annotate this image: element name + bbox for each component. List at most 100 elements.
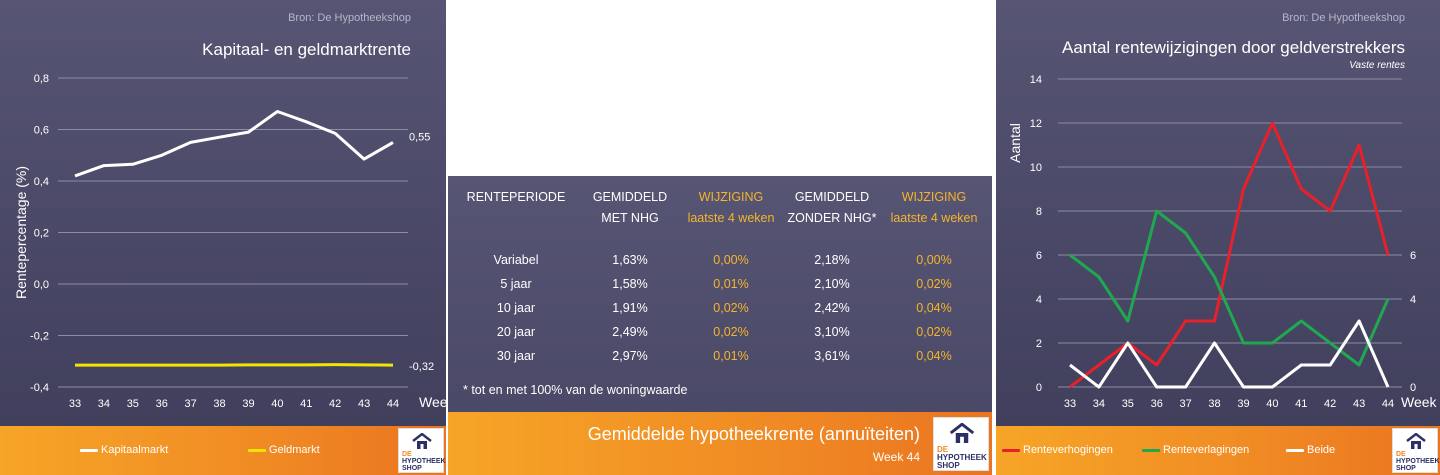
left-chart-ytick-label: 0,8 — [34, 73, 49, 85]
right-chart-xtick-label: 38 — [1208, 398, 1220, 410]
table-cell: 3,10% — [814, 325, 850, 339]
right-chart-xtick-label: 44 — [1382, 398, 1394, 410]
right-chart-ytick-label: 14 — [1030, 74, 1042, 86]
table-footer-week: Week 44 — [872, 450, 920, 464]
right-chart-xtick-label: 41 — [1295, 398, 1307, 410]
right-chart-yaxis-label: Aantal — [1007, 123, 1023, 163]
table-cell: 0,00% — [713, 253, 749, 267]
series-end-label: 6 — [1410, 250, 1416, 262]
left-chart-xtick-label: 39 — [242, 398, 254, 410]
left-chart-ytick-label: 0,0 — [34, 279, 49, 291]
series-line-kapitaalmarkt — [74, 110, 394, 178]
hypotheekshop-logo: DE HYPOTHEEK SHOP — [933, 417, 989, 471]
legend-swatch — [248, 448, 266, 452]
right-chart-ytick-label: 10 — [1030, 162, 1042, 174]
table-cell: 1,91% — [612, 301, 648, 315]
left-chart-xtick-label: 44 — [387, 398, 399, 410]
header-renteperiode: RENTEPERIODE — [466, 190, 566, 204]
table-footer-title: Gemiddelde hypotheekrente (annuïteiten) — [587, 424, 920, 444]
right-chart-ytick-label: 6 — [1036, 250, 1042, 262]
table-cell: 0,02% — [916, 277, 952, 291]
series-line-renteverhogingen — [1069, 121, 1390, 389]
left-chart-xtick-label: 38 — [213, 398, 225, 410]
series-line-renteverlagingen — [1069, 209, 1390, 367]
right-chart-xtick-label: 42 — [1324, 398, 1336, 410]
legend-beide: Beide — [1286, 444, 1335, 456]
legend-swatch — [80, 448, 98, 452]
legend-swatch — [1142, 448, 1160, 452]
rate-table: RENTEPERIODE GEMIDDELD MET NHG WIJZIGING l… — [448, 176, 992, 412]
header-gemiddeld-zonder-nhg: GEMIDDELD ZONDER NHG* — [787, 190, 877, 225]
right-chart-xtick-label: 35 — [1122, 398, 1134, 410]
right-chart-xtick-label: 36 — [1151, 398, 1163, 410]
series-end-label: 4 — [1410, 294, 1416, 306]
right-chart-subtitle: Vaste rentes — [1349, 60, 1405, 71]
rate-table-panel: RENTEPERIODE GEMIDDELD MET NHG WIJZIGING l… — [448, 176, 992, 475]
right-chart-xtick-label: 40 — [1266, 398, 1278, 410]
table-cell: 0,01% — [713, 277, 749, 291]
left-chart-source: Bron: De Hypotheekshop — [288, 12, 411, 24]
legend-renteverlagingen: Renteverlagingen — [1142, 444, 1249, 456]
house-icon — [1406, 433, 1426, 449]
left-chart-xtick-label: 40 — [271, 398, 283, 410]
table-row-label: 5 jaar — [500, 277, 532, 291]
right-chart-ytick-label: 0 — [1036, 382, 1042, 394]
left-chart-ytick-label: 0,6 — [34, 125, 49, 137]
series-end-label: -0,32 — [409, 361, 434, 373]
legend-label: Renteverlagingen — [1163, 444, 1250, 456]
hypotheekshop-logo: DE HYPOTHEEK SHOP — [398, 428, 446, 473]
left-chart-xtick-label: 33 — [69, 398, 81, 410]
table-cell: 1,63% — [612, 253, 648, 267]
legend-label: Geldmarkt — [269, 444, 320, 456]
header-wijziging-2: WIJZIGING laatste 4 weken — [890, 190, 978, 225]
left-chart-xtick-label: 42 — [329, 398, 341, 410]
left-chart-ytick-label: 0,4 — [34, 176, 49, 188]
right-chart-ytick-label: 4 — [1036, 294, 1042, 306]
header-gemiddeld-met-nhg: GEMIDDELD MET NHG — [592, 190, 668, 225]
left-chart-xtick-label: 36 — [156, 398, 168, 410]
house-icon — [949, 423, 975, 443]
table-cell: 0,02% — [713, 325, 749, 339]
right-chart-ytick-label: 8 — [1036, 206, 1042, 218]
right-chart-xtick-label: 43 — [1353, 398, 1365, 410]
header-wijziging-1: WIJZIGING laatste 4 weken — [687, 190, 775, 225]
table-cell: 0,02% — [713, 301, 749, 315]
legend-kapitaalmarkt: Kapitaalmarkt — [80, 444, 168, 456]
table-row-label: 30 jaar — [496, 349, 536, 363]
left-chart-ytick-label: 0,2 — [34, 228, 49, 240]
table-cell: 0,01% — [713, 349, 749, 363]
table-cell: 2,42% — [814, 301, 850, 315]
table-cell: 2,97% — [612, 349, 648, 363]
legend-label: Renteverhogingen — [1023, 444, 1113, 456]
table-footer: Gemiddelde hypotheekrente (annuïteiten) … — [448, 412, 992, 475]
hypotheekshop-logo: DE HYPOTHEEK SHOP — [1392, 428, 1440, 473]
legend-swatch — [1286, 448, 1304, 452]
table-cell: 0,02% — [916, 325, 952, 339]
legend-geldmarkt: Geldmarkt — [248, 444, 320, 456]
left-chart-yaxis-label: Rentepercentage (%) — [13, 166, 29, 299]
left-chart-plot: -0,4 -0,2 0,0 0,2 0,4 0,6 0,8 33 34 35 36 37 38 39 40 4… — [13, 73, 446, 410]
series-line-beide — [1069, 319, 1390, 389]
table-cell: 0,04% — [916, 301, 952, 315]
right-chart-xtick-label: 37 — [1180, 398, 1192, 410]
table-cell: 0,04% — [916, 349, 952, 363]
series-line-geldmarkt — [75, 363, 394, 367]
series-end-label: 0 — [1410, 382, 1416, 394]
table-footnote: * tot en met 100% van de woningwaarde — [463, 383, 688, 397]
right-chart-footer: Renteverhogingen Renteverlagingen Beide … — [996, 426, 1440, 475]
left-chart-xaxis-label: Week — [419, 394, 446, 410]
left-chart-title: Kapitaal- en geldmarktrente — [202, 40, 411, 59]
table-row-label: Variabel — [493, 253, 539, 267]
right-chart-xtick-label: 39 — [1237, 398, 1249, 410]
series-end-label: 0,55 — [409, 131, 430, 143]
right-chart-xaxis-label: Week — [1401, 394, 1438, 410]
right-chart-title: Aantal rentewijzigingen door geldverstre… — [1061, 38, 1405, 57]
legend-label: Kapitaalmarkt — [101, 444, 169, 456]
table-row-label: 20 jaar — [496, 325, 536, 339]
left-chart-xtick-label: 35 — [127, 398, 139, 410]
house-icon — [412, 433, 432, 449]
right-chart-xtick-label: 33 — [1064, 398, 1076, 410]
right-chart-xtick-label: 34 — [1093, 398, 1105, 410]
left-chart-xtick-label: 43 — [358, 398, 370, 410]
